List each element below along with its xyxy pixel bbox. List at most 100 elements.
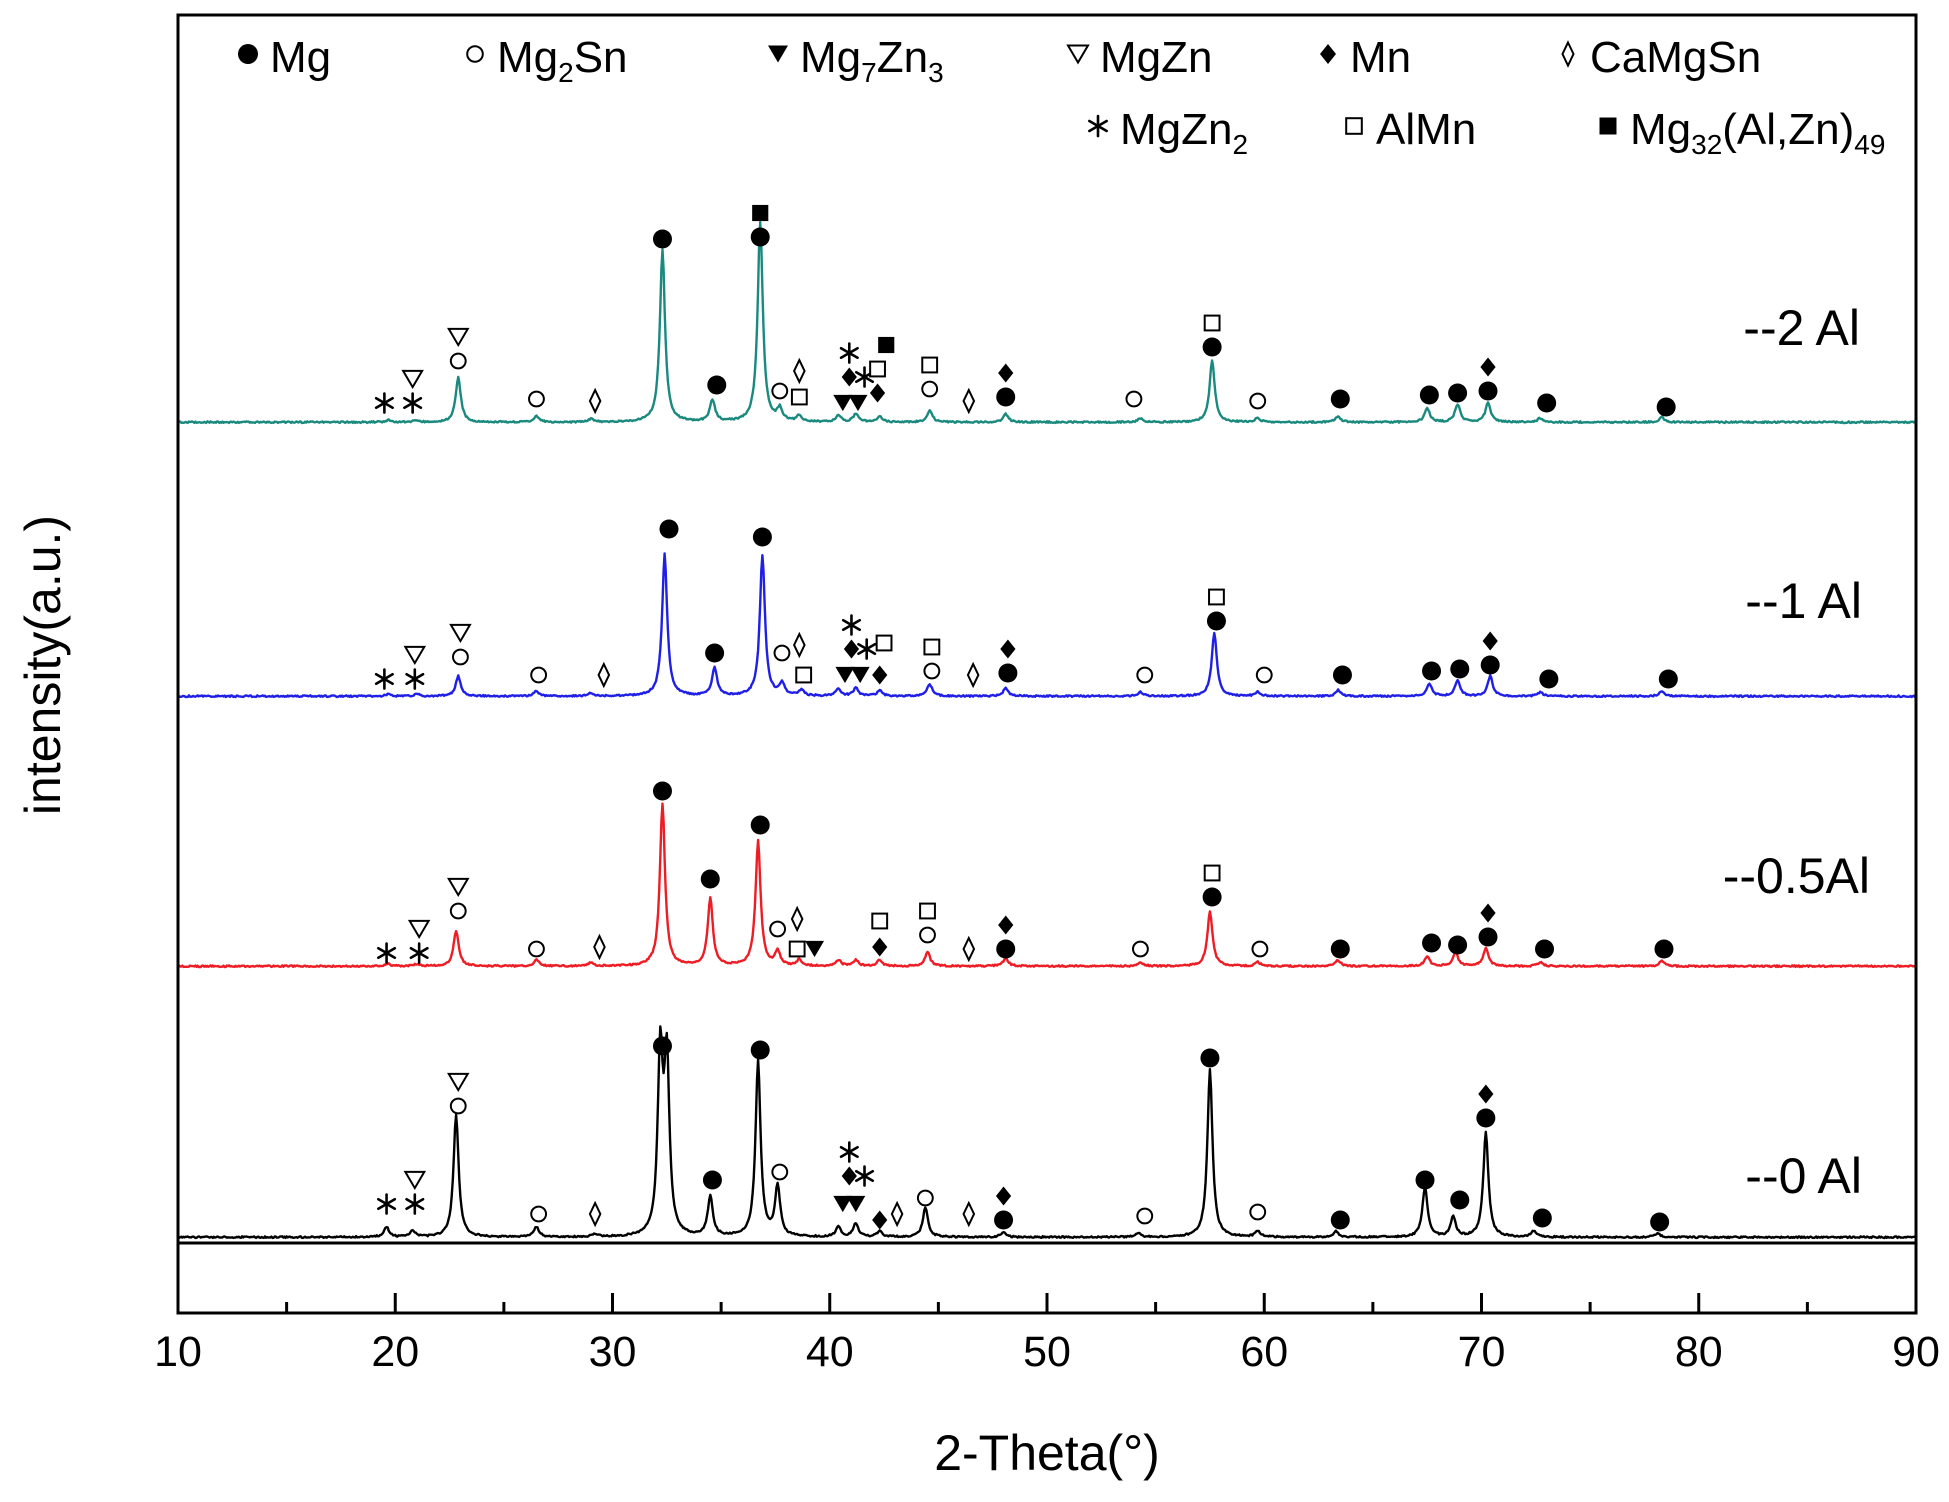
filled-circle-marker xyxy=(996,939,1016,959)
open-square-marker xyxy=(921,356,939,374)
x-tick-label: 60 xyxy=(1240,1328,1288,1376)
open-circle-marker xyxy=(466,45,484,63)
open-circle-marker xyxy=(916,1189,934,1207)
open-down-triangle-marker xyxy=(447,877,470,898)
open-circle-marker xyxy=(1125,390,1143,408)
open-circle-marker xyxy=(452,648,469,666)
open-circle-marker xyxy=(528,390,545,408)
filled-down-triangle-marker xyxy=(848,394,868,412)
filled-circle-marker xyxy=(702,1170,722,1190)
filled-circle-marker xyxy=(1206,611,1226,631)
legend-label: AlMn xyxy=(1376,105,1476,154)
open-square-marker xyxy=(923,638,941,656)
filled-circle-marker xyxy=(1656,397,1676,417)
open-circle-marker xyxy=(923,662,941,680)
filled-circle-marker xyxy=(1332,665,1352,685)
filled-circle-marker xyxy=(1202,887,1222,907)
asterisk-marker xyxy=(377,1193,397,1215)
legend-label: Mg2Sn xyxy=(497,33,628,88)
open-down-triangle-marker xyxy=(449,623,472,644)
filled-down-triangle-marker xyxy=(768,45,788,63)
filled-circle-marker xyxy=(652,1036,672,1056)
series-line xyxy=(177,802,1917,969)
filled-circle-marker xyxy=(659,519,679,539)
open-square-marker xyxy=(871,912,889,930)
legend-label: Mg32(Al,Zn)49 xyxy=(1630,105,1885,160)
filled-circle-marker xyxy=(705,643,725,663)
filled-circle-marker xyxy=(752,527,772,547)
filled-down-triangle-marker xyxy=(833,394,853,412)
filled-circle-marker xyxy=(1650,1212,1670,1232)
open-circle-marker xyxy=(771,382,789,400)
open-diamond-marker xyxy=(790,905,804,933)
asterisk-marker xyxy=(409,942,429,964)
legend-label: CaMgSn xyxy=(1590,33,1761,82)
series-line xyxy=(177,1025,1917,1240)
series-label: --0.5Al xyxy=(1723,848,1870,904)
asterisk-marker xyxy=(403,392,423,414)
series-labels: --2 Al --1 Al --0.5Al --0 Al xyxy=(1723,300,1870,1204)
open-down-triangle-marker xyxy=(407,919,431,940)
filled-circle-marker xyxy=(1422,933,1442,953)
asterisk-marker xyxy=(857,638,877,660)
legend-label: MgZn xyxy=(1100,33,1212,82)
asterisk-marker xyxy=(841,614,862,636)
filled-circle-marker xyxy=(1448,935,1468,955)
filled-circle-marker xyxy=(1478,927,1498,947)
open-circle-marker xyxy=(1136,666,1154,684)
open-square-marker xyxy=(1208,588,1225,606)
filled-square-marker xyxy=(752,204,769,222)
open-circle-marker xyxy=(449,1097,467,1115)
filled-diamond-marker xyxy=(1000,639,1016,659)
open-diamond-marker xyxy=(793,357,806,385)
asterisk-stroke xyxy=(374,396,394,410)
x-axis-ticks: 10 20 30 40 50 60 70 80 90 xyxy=(154,1293,1940,1376)
filled-circle-marker xyxy=(1450,659,1470,679)
filled-circle-marker xyxy=(652,781,672,801)
filled-diamond-marker xyxy=(998,363,1014,383)
filled-circle-marker xyxy=(1476,1108,1496,1128)
filled-circle-marker xyxy=(1448,383,1468,403)
filled-diamond-marker xyxy=(1320,44,1336,64)
filled-diamond-marker xyxy=(1480,903,1496,923)
open-square-marker xyxy=(875,634,893,652)
filled-diamond-marker xyxy=(843,639,860,659)
filled-circle-marker xyxy=(1539,669,1559,689)
filled-circle-marker xyxy=(750,1040,770,1060)
open-square-marker xyxy=(795,666,813,684)
filled-circle-marker xyxy=(750,227,770,247)
asterisk-marker xyxy=(405,668,425,690)
filled-circle-marker xyxy=(1200,1048,1220,1068)
asterisk-stroke xyxy=(409,946,429,960)
filled-diamond-marker xyxy=(872,665,888,685)
xrd-curves xyxy=(177,220,1917,1240)
filled-circle-marker xyxy=(1330,1210,1350,1230)
filled-circle-marker xyxy=(1480,655,1500,675)
asterisk-stroke xyxy=(841,618,862,632)
open-diamond-marker xyxy=(962,935,976,963)
open-circle-marker xyxy=(1249,1203,1267,1221)
legend-label: Mg xyxy=(270,33,331,82)
open-diamond-marker xyxy=(588,387,602,415)
series-label: --2 Al xyxy=(1743,300,1860,356)
filled-circle-marker xyxy=(1658,669,1678,689)
x-tick-label: 50 xyxy=(1023,1328,1071,1376)
asterisk-marker xyxy=(405,1193,425,1215)
filled-down-triangle-marker xyxy=(833,1195,853,1213)
filled-diamond-marker xyxy=(872,937,888,957)
series-line xyxy=(177,220,1917,425)
open-diamond-marker xyxy=(890,1200,904,1228)
filled-circle-marker xyxy=(652,229,672,249)
open-diamond-marker xyxy=(597,661,611,689)
phase-markers xyxy=(374,204,1678,1232)
filled-diamond-marker xyxy=(872,1210,888,1230)
open-down-triangle-marker xyxy=(403,1170,427,1191)
filled-down-triangle-marker xyxy=(850,666,870,684)
open-square-marker xyxy=(790,388,808,406)
filled-circle-marker xyxy=(238,44,258,64)
filled-circle-marker xyxy=(1535,939,1555,959)
filled-circle-marker xyxy=(1537,393,1557,413)
open-square-marker xyxy=(1345,117,1363,135)
legend-label: MgZn2 xyxy=(1120,105,1248,160)
filled-circle-marker xyxy=(707,375,727,395)
